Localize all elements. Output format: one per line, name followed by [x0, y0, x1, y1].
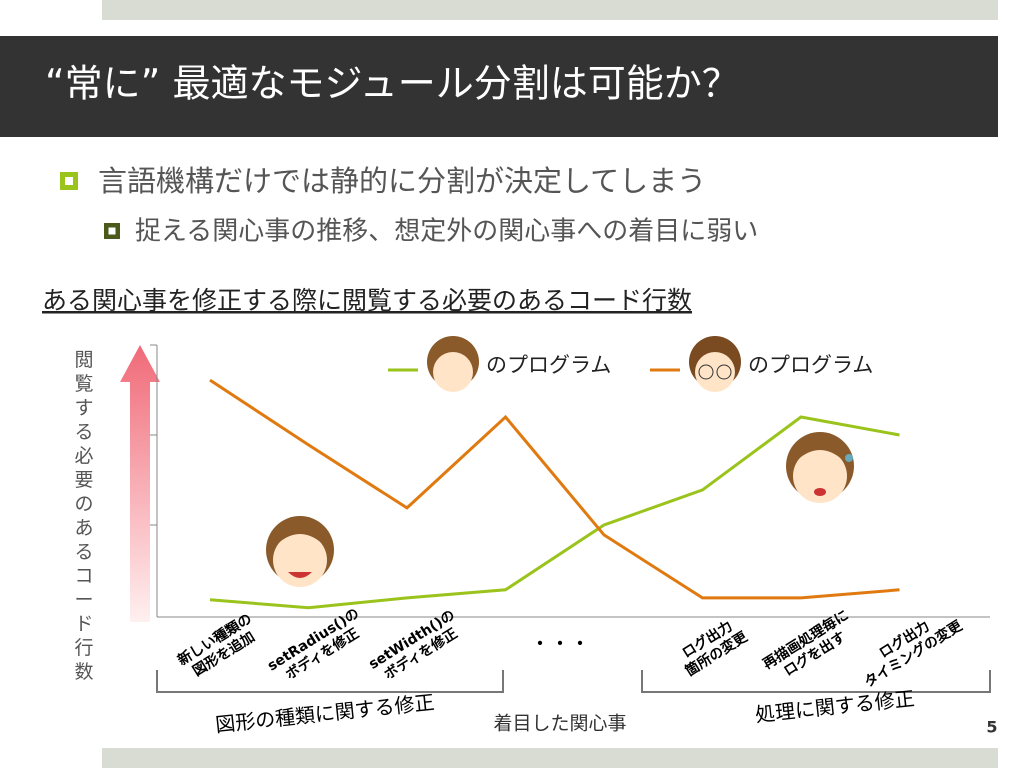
line	[209, 378, 900, 600]
y-axis-label: 閲覧する必要のあるコード行数	[74, 349, 93, 683]
bullet-icon	[108, 227, 116, 235]
bottom-bar	[102, 748, 998, 768]
slide-title: “常に” 最適なモジュール分割は可能か？	[45, 62, 740, 106]
legend-icon	[433, 352, 473, 392]
arrow	[120, 345, 160, 622]
top-bar	[102, 0, 998, 20]
chart-title: ある関心事を修正する際に閲覧する必要のあるコード行数	[42, 286, 692, 315]
bracket	[156, 670, 504, 693]
page-number: 5	[986, 718, 997, 737]
bracket	[641, 670, 991, 693]
legend-icon	[716, 364, 732, 380]
line	[209, 415, 900, 610]
legend: のプログラム のプログラム	[388, 336, 873, 392]
face	[266, 516, 334, 587]
face	[786, 432, 854, 503]
legend-label: のプログラム	[486, 353, 611, 377]
ellipsis: ・・・	[530, 632, 590, 656]
bullet-icon	[65, 177, 73, 185]
sub-bullet: 捉える関心事の推移、想定外の関心事への着目に弱い	[135, 217, 758, 247]
axis-tick	[150, 344, 157, 526]
bullet: 言語機構だけでは静的に分割が決定してしまう	[98, 164, 706, 198]
legend-icon	[698, 364, 714, 380]
legend-label: のプログラム	[748, 353, 873, 377]
title-band	[0, 36, 998, 137]
y-axis-label: 閲覧する必要のあるコード行数	[74, 349, 93, 683]
legend-icon	[695, 352, 735, 392]
x-axis-label: 着目した関心事	[493, 713, 626, 735]
